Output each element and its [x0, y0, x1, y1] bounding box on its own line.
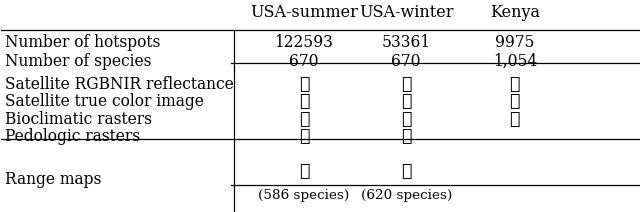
Text: ✓: ✓ — [509, 76, 520, 93]
Text: 122593: 122593 — [275, 34, 333, 51]
Text: Number of species: Number of species — [5, 53, 152, 70]
Text: ✓: ✓ — [401, 128, 412, 145]
Text: Range maps: Range maps — [5, 171, 102, 188]
Text: (620 species): (620 species) — [360, 190, 452, 202]
Text: 1,054: 1,054 — [493, 53, 537, 70]
Text: ✓: ✓ — [401, 110, 412, 128]
Text: ✓: ✓ — [401, 76, 412, 93]
Text: Satellite true color image: Satellite true color image — [5, 93, 204, 110]
Text: ✓: ✓ — [299, 93, 309, 110]
Text: Number of hotspots: Number of hotspots — [5, 34, 161, 51]
Text: Pedologic rasters: Pedologic rasters — [5, 128, 140, 145]
Text: USA-winter: USA-winter — [359, 4, 454, 21]
Text: ✓: ✓ — [299, 128, 309, 145]
Text: ✓: ✓ — [401, 163, 412, 180]
Text: ✓: ✓ — [401, 93, 412, 110]
Text: 9975: 9975 — [495, 34, 534, 51]
Text: ✓: ✓ — [509, 110, 520, 128]
Text: ✓: ✓ — [299, 76, 309, 93]
Text: 670: 670 — [289, 53, 319, 70]
Text: 670: 670 — [392, 53, 421, 70]
Text: ✓: ✓ — [299, 163, 309, 180]
Text: USA-summer: USA-summer — [250, 4, 358, 21]
Text: ✓: ✓ — [299, 110, 309, 128]
Text: Bioclimatic rasters: Bioclimatic rasters — [5, 110, 152, 128]
Text: (586 species): (586 species) — [259, 190, 349, 202]
Text: Satellite RGBNIR reflectance: Satellite RGBNIR reflectance — [5, 76, 234, 93]
Text: 53361: 53361 — [381, 34, 431, 51]
Text: Kenya: Kenya — [490, 4, 540, 21]
Text: ✓: ✓ — [509, 93, 520, 110]
